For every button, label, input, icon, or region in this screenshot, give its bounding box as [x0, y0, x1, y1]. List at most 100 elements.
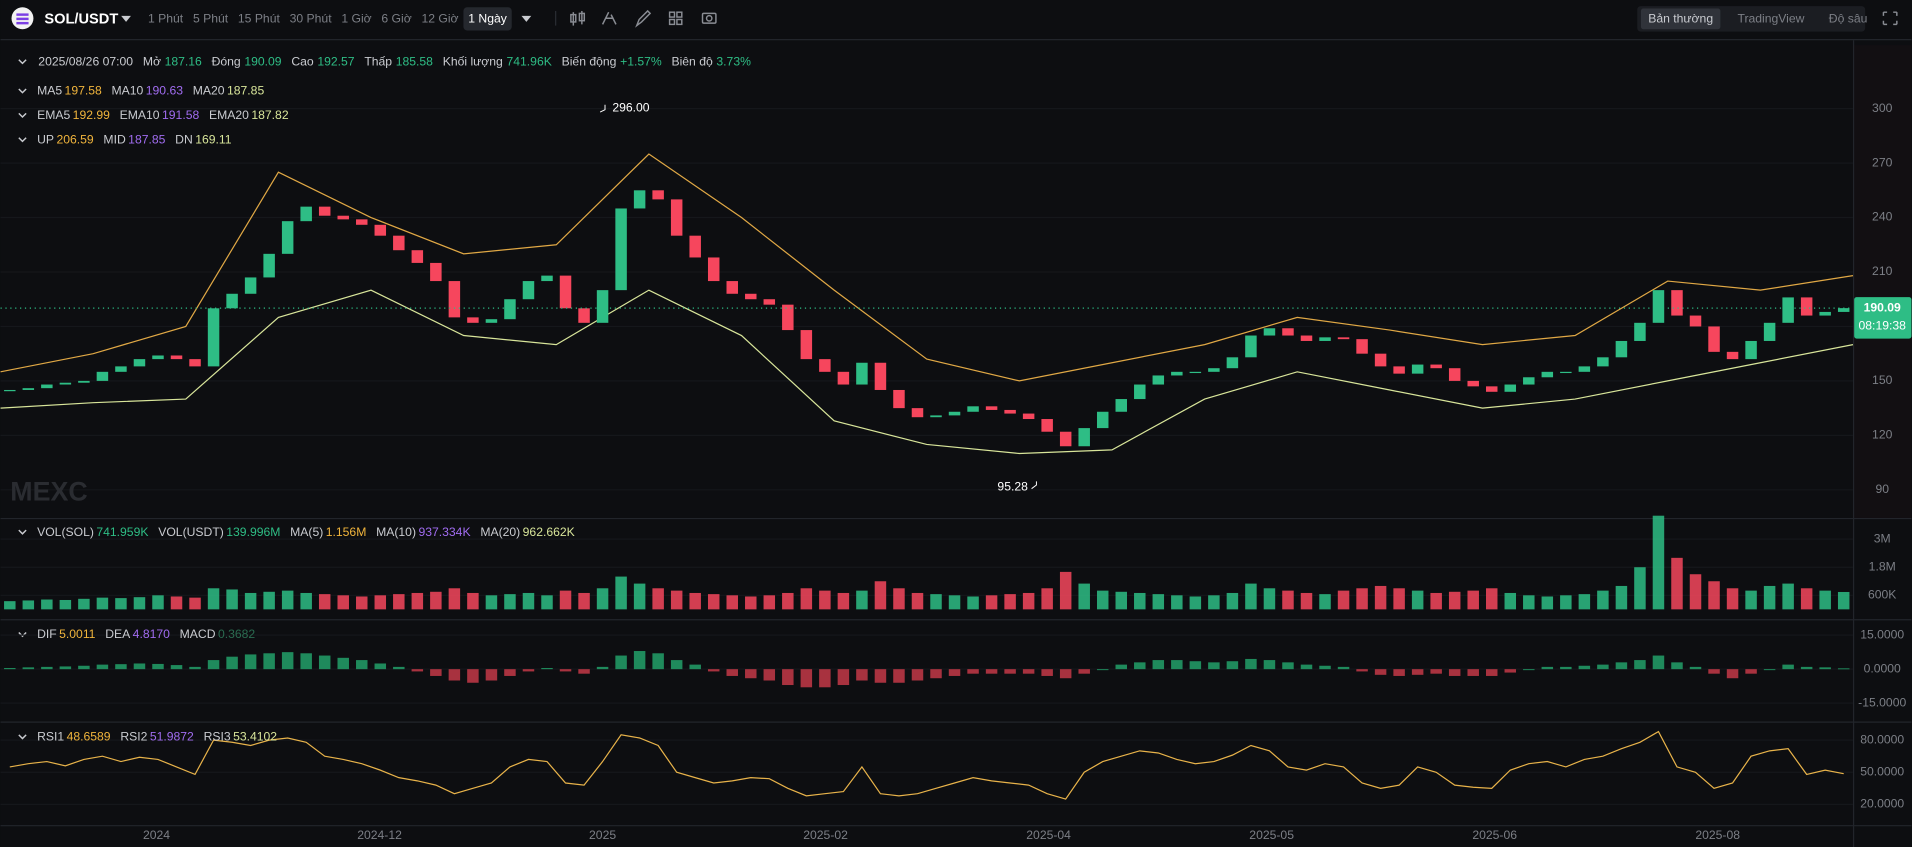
- info-value: 190.09: [244, 54, 281, 68]
- layout-icon[interactable]: [676, 18, 683, 26]
- volume-bar: [356, 596, 368, 610]
- volume-bar: [522, 592, 535, 610]
- macd-bar: [189, 666, 201, 670]
- candle: [1448, 368, 1461, 381]
- macd-bar: [1059, 669, 1072, 679]
- volume-bar: [1356, 588, 1368, 610]
- layout-icon[interactable]: [668, 18, 676, 26]
- legend-label: MA(20): [480, 525, 520, 539]
- macd-bar: [578, 669, 590, 674]
- volume-bar: [1541, 596, 1554, 610]
- candle: [578, 308, 590, 323]
- candle: [837, 371, 850, 385]
- candle: [633, 190, 646, 209]
- legend-value: 53.4102: [233, 730, 277, 744]
- legend-value: 48.6589: [67, 730, 111, 744]
- volume-bar: [930, 594, 942, 610]
- candle: [4, 389, 16, 392]
- view-tab[interactable]: Bản thường: [1648, 12, 1713, 26]
- macd-bar: [1448, 669, 1461, 676]
- macd-bar: [78, 665, 90, 670]
- macd-bar: [1374, 669, 1387, 675]
- plot: [0, 108, 1854, 806]
- legend-label: EMA10: [120, 108, 160, 122]
- volume-bar: [670, 590, 683, 610]
- interval-option[interactable]: 15 Phút: [238, 12, 281, 26]
- fullscreen-icon[interactable]: [1882, 11, 1898, 26]
- candle: [819, 359, 831, 372]
- interval-dropdown[interactable]: [521, 15, 532, 22]
- interval-option[interactable]: 1 Giờ: [341, 12, 371, 26]
- info-value: 192.57: [317, 54, 354, 68]
- volume-bar: [837, 592, 850, 610]
- candle: [1319, 337, 1331, 341]
- legend-value: 192.99: [73, 108, 110, 122]
- view-tab[interactable]: TradingView: [1737, 12, 1804, 26]
- chevron[interactable]: [18, 137, 27, 143]
- info-time: 2025/08/26 07:00: [38, 54, 133, 68]
- candle: [96, 371, 109, 381]
- candle: [967, 406, 979, 412]
- chevron[interactable]: [18, 59, 27, 65]
- candle-icon[interactable]: [570, 13, 577, 23]
- volume-bar: [170, 596, 183, 610]
- chevron[interactable]: [18, 112, 27, 119]
- layout-icon[interactable]: [668, 11, 676, 18]
- interval-option[interactable]: 6 Giờ: [381, 12, 411, 26]
- camera-icon[interactable]: [701, 12, 717, 24]
- y-tick-label: 300: [1872, 101, 1893, 115]
- logo-stripe: [16, 17, 29, 21]
- macd-bar: [541, 668, 553, 670]
- volume-bar: [1208, 595, 1220, 610]
- view-tab[interactable]: Độ sâu: [1829, 12, 1868, 26]
- macd-bar: [1022, 669, 1035, 674]
- volume-bar: [1041, 588, 1053, 610]
- volume-bar: [448, 588, 461, 610]
- pair-name[interactable]: SOL/USDT: [44, 11, 118, 27]
- active-interval[interactable]: 1 Ngày: [468, 12, 507, 26]
- volume-bar: [689, 592, 701, 610]
- candle: [207, 308, 220, 367]
- macd-bar: [41, 666, 53, 670]
- chevron[interactable]: [18, 88, 27, 94]
- volume-bar: [541, 595, 553, 610]
- candle-icon[interactable]: [578, 12, 586, 22]
- volume-bar: [300, 592, 312, 610]
- volume-bar: [948, 595, 961, 610]
- chevron[interactable]: [18, 631, 27, 638]
- candle: [281, 221, 294, 254]
- layout-icon[interactable]: [676, 11, 683, 18]
- candle: [22, 388, 35, 390]
- candle: [689, 235, 701, 258]
- countdown: 08:19:38: [1859, 319, 1907, 333]
- camera-icon[interactable]: [705, 14, 713, 22]
- candle: [615, 208, 627, 291]
- candle: [115, 366, 127, 372]
- x-tick-label: 2025-04: [1026, 828, 1071, 842]
- macd-bar: [1467, 669, 1479, 676]
- y-tick-label: 3M: [1874, 531, 1891, 545]
- macd-bar: [930, 669, 942, 679]
- interval-option[interactable]: 5 Phút: [193, 12, 229, 26]
- interval-option[interactable]: 12 Giờ: [421, 12, 458, 26]
- candle: [1430, 364, 1442, 369]
- x-tick-label: 2024-12: [357, 828, 402, 842]
- chevron[interactable]: [18, 734, 27, 740]
- macd-bar: [1689, 666, 1702, 670]
- interval-option[interactable]: 30 Phút: [290, 12, 333, 26]
- pair-dropdown[interactable]: [121, 15, 131, 22]
- draw-icon[interactable]: [635, 9, 652, 28]
- macd-bar: [448, 669, 461, 681]
- candle: [1115, 399, 1127, 412]
- x-tick-label: 2025-05: [1249, 828, 1294, 842]
- volume-bar: [800, 588, 813, 610]
- legend-label: VOL(USDT): [158, 525, 224, 539]
- legend-label: DIF: [37, 627, 57, 641]
- chevron[interactable]: [18, 529, 27, 535]
- interval-option[interactable]: 1 Phút: [148, 12, 184, 26]
- indicator-icon[interactable]: [601, 11, 617, 25]
- volume-bar: [1800, 588, 1813, 610]
- candle: [393, 235, 405, 251]
- legend-value: 187.85: [227, 84, 264, 98]
- x-tick-label: 2025: [589, 828, 616, 842]
